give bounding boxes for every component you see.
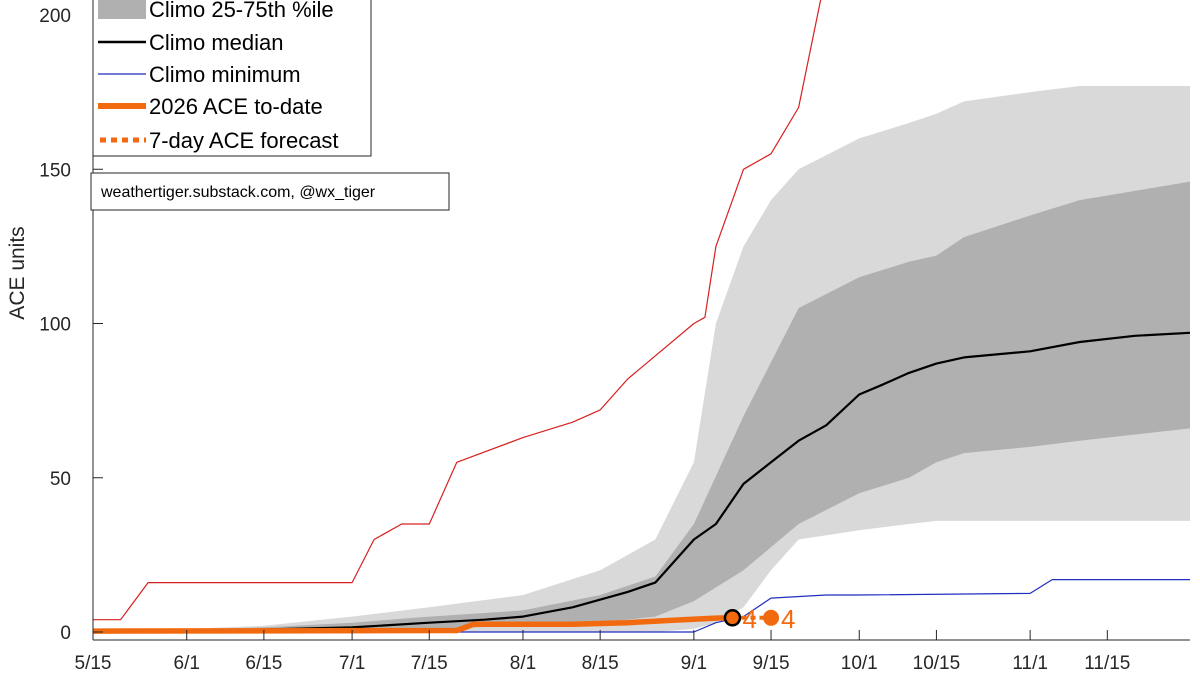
band-25-75-percentile [93,181,1190,632]
x-tick-label: 10/1 [841,653,878,674]
y-tick-label: 0 [60,623,71,644]
credit-box-frame [90,172,450,211]
x-tick-label: 9/1 [681,653,707,674]
legend-frame [92,0,372,157]
x-tick-label: 11/1 [1012,653,1048,674]
x-tick-label: 8/1 [510,653,536,674]
axes: 0 50 100 150 200 5/15 6/1 6/15 7/1 7/15 8/1 8/15 9/1… [39,0,1190,674]
legend-label: Climo 25-75th %ile [149,0,334,22]
legend-label: 7-day ACE forecast [149,128,339,153]
marker-current-ace [723,609,742,627]
y-axis-title: ACE units [6,226,29,319]
series-line-climo-median [93,331,1190,633]
y-tick-label: 100 [39,315,71,336]
plot-body [93,0,1190,634]
credit-box: weathertiger.substack.com, @wx_tiger [90,172,450,211]
legend-label: 2026 ACE to-date [149,94,323,119]
marker-forecast-ace [763,609,780,626]
band-outer-range [93,86,1190,632]
credit-text: weathertiger.substack.com, @wx_tiger [100,184,376,201]
marker-value-label: 4 [781,604,795,634]
x-tick-label: 6/1 [174,653,200,674]
series-line-ace-to-date [93,615,733,634]
x-tick-label: 5/15 [75,653,112,674]
x-tick-label: 7/1 [339,653,365,674]
x-tick-label: 6/15 [245,653,282,674]
legend-label: Climo median [149,30,284,55]
x-tick-label: 8/15 [582,653,619,674]
series-line-climo-maximum [93,0,822,621]
y-tick-label: 150 [39,160,71,181]
x-tick-label: 10/15 [913,653,961,674]
series-line-climo-minimum [93,579,1190,633]
legend: Climo 25-75th %ile Climo median Climo mini… [92,0,372,157]
plot-area [93,0,1190,634]
x-tick-label: 9/15 [753,653,790,674]
x-tick-label: 11/15 [1084,653,1130,674]
y-tick-label: 200 [39,6,71,27]
marker-value-label: 4 [742,604,756,634]
x-tick-label: 7/15 [411,653,448,674]
legend-label: Climo minimum [149,62,301,87]
y-tick-label: 50 [50,469,71,490]
legend-swatch-band [98,0,146,19]
